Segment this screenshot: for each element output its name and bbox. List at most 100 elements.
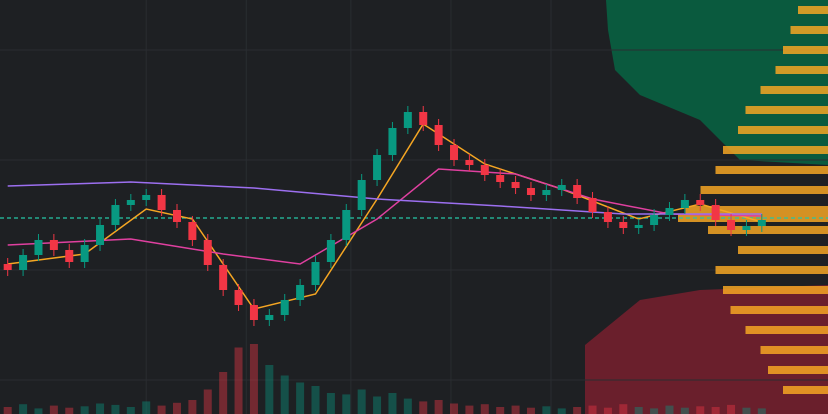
volume-bar: [80, 406, 89, 414]
candle-body: [234, 290, 243, 305]
volume-bar: [265, 365, 274, 414]
volume-bar: [311, 386, 320, 414]
volume-bar: [280, 375, 289, 414]
profile-bar: [715, 266, 828, 274]
profile-bar: [745, 326, 828, 334]
volume-bar: [511, 405, 520, 414]
volume-bar: [634, 407, 643, 414]
candle-body: [696, 200, 705, 205]
candle-body: [311, 262, 320, 285]
profile-bar: [738, 126, 828, 134]
profile-bar: [783, 46, 828, 54]
profile-bar: [715, 166, 828, 174]
candle-body: [342, 210, 351, 240]
profile-down-area: [585, 285, 828, 414]
ma-line: [7, 181, 762, 215]
profile-bar: [768, 366, 828, 374]
candle-body: [126, 200, 135, 205]
profile-bar: [783, 386, 828, 394]
candle-body: [603, 212, 612, 222]
volume-bar: [234, 347, 243, 414]
profile-bar: [738, 246, 828, 254]
volume-bar: [450, 403, 459, 414]
profile-bar: [760, 86, 828, 94]
profile-bar: [700, 186, 828, 194]
volume-bar: [526, 407, 535, 414]
volume-bar: [465, 405, 474, 414]
volume-bar: [19, 404, 28, 414]
candle-body: [265, 315, 274, 320]
candle-body: [188, 222, 197, 240]
profile-bar: [798, 6, 828, 14]
candle-body: [557, 185, 566, 190]
candle-body: [650, 215, 659, 225]
candle-body: [219, 265, 228, 290]
candle-body: [573, 185, 582, 198]
volume-bar: [480, 404, 489, 414]
candle-body: [465, 160, 474, 165]
candle-body: [511, 182, 520, 188]
volume-bar: [326, 393, 335, 414]
candle-body: [19, 255, 28, 270]
volume-bar: [603, 407, 612, 414]
candle-body: [373, 155, 382, 180]
profile-bar: [730, 306, 828, 314]
volume-bar: [296, 382, 305, 414]
profile-up-area: [606, 0, 828, 165]
profile-bar: [790, 26, 828, 34]
candle-body: [496, 175, 505, 182]
volume-bar: [542, 406, 551, 414]
volume-bar: [49, 405, 58, 414]
volume-bar: [373, 396, 382, 414]
volume-bar: [650, 408, 659, 414]
volume-bar: [619, 404, 628, 414]
volume-bar: [172, 402, 181, 414]
profile-bar: [708, 226, 828, 234]
volume-bar: [557, 408, 566, 414]
candle-body: [711, 205, 720, 220]
volume-bar: [419, 401, 428, 414]
candle-body: [157, 195, 166, 210]
profile-bar: [760, 346, 828, 354]
candle-body: [542, 190, 551, 195]
candle-body: [65, 250, 74, 262]
candle-body: [588, 198, 597, 212]
candle-body: [526, 188, 535, 195]
candle-body: [450, 145, 459, 160]
candle-body: [326, 240, 335, 262]
candle-body: [49, 240, 58, 250]
candle-body: [388, 128, 397, 155]
candle-body: [172, 210, 181, 222]
volume-bar: [388, 393, 397, 414]
volume-bar: [711, 407, 720, 414]
candle-body: [249, 305, 258, 320]
ma-line: [7, 122, 763, 310]
volume-bar: [588, 405, 597, 414]
candle-body: [96, 225, 105, 245]
volume-bar: [727, 404, 736, 414]
volume-bar: [157, 405, 166, 414]
volume-bar: [96, 403, 105, 414]
volume-bar: [203, 389, 212, 414]
volume-bar: [757, 408, 766, 414]
candle-body: [680, 200, 689, 208]
volume-bar: [573, 407, 582, 414]
profile-bar: [723, 146, 828, 154]
volume-bar: [680, 407, 689, 414]
candle-body: [742, 226, 751, 230]
candle-body: [619, 222, 628, 228]
candle-body: [80, 245, 89, 262]
volume-bar: [111, 404, 120, 414]
candle-body: [203, 240, 212, 265]
candle-body: [757, 220, 766, 226]
candle-body: [665, 208, 674, 215]
candle-body: [480, 165, 489, 175]
profile-bar: [775, 66, 828, 74]
volume-bar: [696, 406, 705, 414]
volume-bar: [742, 407, 751, 414]
candle-body: [34, 240, 43, 255]
candle-body: [280, 300, 289, 315]
candle-body: [403, 112, 412, 128]
candle-body: [111, 205, 120, 225]
